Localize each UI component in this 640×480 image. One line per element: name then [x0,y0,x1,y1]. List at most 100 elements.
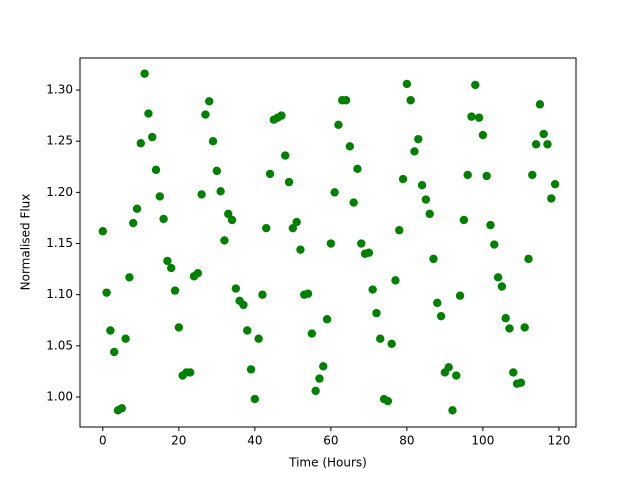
point [265,169,275,179]
point [163,256,172,266]
x-tick-label: 60 [323,434,338,448]
point [516,378,526,387]
point [452,371,461,380]
point [227,215,237,225]
x-tick-label: 100 [471,434,494,448]
point [345,142,355,151]
point [455,291,465,300]
point [132,204,142,213]
point [110,347,119,357]
x-tick-label: 80 [399,434,414,448]
point [319,362,328,371]
point [429,254,438,264]
point [436,311,446,321]
point [535,100,545,109]
point [509,368,518,377]
point [292,217,301,227]
point [98,227,108,236]
point [307,329,317,338]
point [151,165,161,175]
point [391,276,400,285]
point [501,314,510,323]
point [550,179,560,189]
point [201,110,210,119]
point [220,236,229,245]
point [330,188,339,197]
point [398,174,408,184]
point [205,97,214,106]
point [383,396,393,406]
point [288,223,298,233]
point [296,245,305,254]
point [129,218,138,228]
point [341,96,351,105]
point [444,363,453,372]
point [250,394,260,404]
point [197,190,206,199]
point [186,368,195,377]
point [326,239,336,248]
y-tick-label: 1.10 [46,287,73,301]
point [505,324,514,333]
point [353,164,362,174]
point [547,194,556,203]
point [520,323,529,332]
point [170,286,180,295]
point [349,198,358,207]
point [121,334,130,343]
point [167,263,176,273]
point [102,288,111,297]
point [224,209,233,219]
plot-frame [79,57,577,428]
point [231,284,241,293]
point [497,282,507,291]
point [486,220,495,230]
y-tick-label: 1.00 [46,390,73,404]
point [212,166,222,176]
point [448,406,457,415]
y-tick-label: 1.25 [46,134,73,148]
point [528,170,537,180]
point [144,109,153,118]
point [493,273,503,282]
point [334,120,343,130]
point [417,180,427,190]
point [471,80,480,90]
point [277,111,286,120]
point [387,339,396,349]
point [433,298,442,308]
point [376,334,385,343]
y-tick-label: 1.15 [46,236,73,250]
point [136,139,146,148]
point [372,308,381,318]
x-tick-label: 120 [547,434,570,448]
point [311,386,320,396]
point [425,209,434,219]
point [459,215,469,225]
point [155,192,165,201]
point [303,289,313,298]
point [402,79,412,89]
point [148,132,157,142]
point [125,273,134,282]
point [410,147,419,156]
point [258,290,267,299]
point [243,326,252,335]
point [174,323,184,332]
point [395,226,404,235]
point [490,240,499,249]
y-tick-label: 1.05 [46,338,73,352]
point [478,130,488,140]
point [315,374,324,383]
point [414,134,423,144]
point [254,334,263,343]
point [246,365,256,374]
point [239,300,248,310]
point [463,170,472,180]
point [284,177,294,187]
point [421,195,431,204]
point [106,326,115,335]
y-axis-label: Normalised Flux [19,194,33,291]
